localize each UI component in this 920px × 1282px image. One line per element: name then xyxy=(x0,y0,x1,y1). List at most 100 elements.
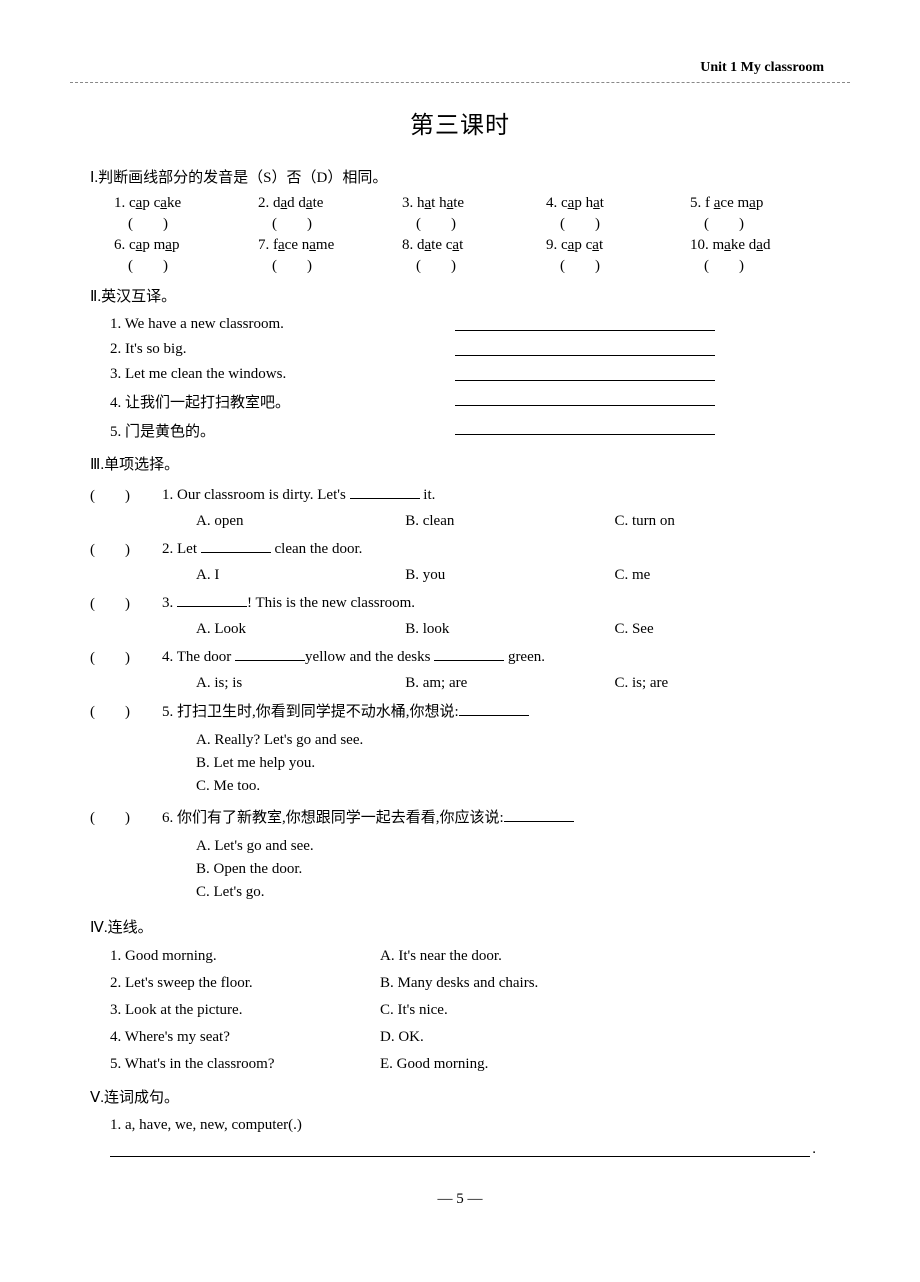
mc-stem-text: 4. The door yellow and the desks green. xyxy=(162,646,830,667)
match-row: 2. Let's sweep the floor.B. Many desks a… xyxy=(110,970,830,997)
translate-prompt: 1. We have a new classroom. xyxy=(110,316,455,333)
section-4-list: 1. Good morning.A. It's near the door.2.… xyxy=(90,943,830,1078)
section-2-head: Ⅱ.英汉互译。 xyxy=(90,285,830,306)
pronunciation-item: 3. hat hate( ) xyxy=(398,193,542,235)
translate-blank[interactable] xyxy=(455,391,715,406)
pronunciation-item: 2. dad date( ) xyxy=(254,193,398,235)
answer-paren[interactable]: ( ) xyxy=(272,254,394,275)
translate-blank[interactable] xyxy=(455,420,715,435)
match-right[interactable]: B. Many desks and chairs. xyxy=(380,975,538,992)
answer-paren[interactable]: ( ) xyxy=(704,254,826,275)
pronunciation-item: 7. face name( ) xyxy=(254,235,398,277)
pronunciation-item: 4. cap hat( ) xyxy=(542,193,686,235)
fill-blank[interactable] xyxy=(459,701,529,716)
fill-blank[interactable] xyxy=(434,646,504,661)
mc-option[interactable]: B. clean xyxy=(405,513,614,530)
answer-paren[interactable]: ( ) xyxy=(704,212,826,233)
match-left[interactable]: 4. Where's my seat? xyxy=(110,1029,380,1046)
mc-option[interactable]: C. See xyxy=(614,621,823,638)
answer-paren[interactable]: ( ) xyxy=(560,254,682,275)
translate-row: 2. It's so big. xyxy=(110,337,830,362)
mc-option[interactable]: A. is; is xyxy=(196,675,405,692)
translate-prompt: 3. Let me clean the windows. xyxy=(110,366,455,383)
mc-option[interactable]: B. look xyxy=(405,621,614,638)
mc-option[interactable]: C. is; are xyxy=(614,675,823,692)
mc-options: A. LookB. lookC. See xyxy=(196,617,830,642)
mc-item: ( )2. Let clean the door. A. IB. youC. me xyxy=(90,534,830,588)
mc-option[interactable]: C. me xyxy=(614,567,823,584)
mc-option[interactable]: A. Look xyxy=(196,621,405,638)
mc-option[interactable]: B. am; are xyxy=(405,675,614,692)
answer-paren[interactable]: ( ) xyxy=(416,254,538,275)
mc-option[interactable]: A. I xyxy=(196,567,405,584)
section-3-head: Ⅲ.单项选择。 xyxy=(90,453,830,474)
mc-answer-paren[interactable]: ( ) xyxy=(90,592,162,613)
translate-prompt: 2. It's so big. xyxy=(110,341,455,358)
mc-option[interactable]: B. Let me help you. xyxy=(196,752,830,775)
translate-blank[interactable] xyxy=(455,316,715,331)
pronunciation-item: 6. cap map( ) xyxy=(110,235,254,277)
mc-item: ( )3. ! This is the new classroom. A. Loo… xyxy=(90,588,830,642)
answer-line[interactable]: . xyxy=(110,1156,810,1157)
translate-row: 5. 门是黄色的。 xyxy=(110,416,830,445)
mc-options: A. is; isB. am; areC. is; are xyxy=(196,671,830,696)
mc-option[interactable]: A. Let's go and see. xyxy=(196,835,830,858)
fill-blank[interactable] xyxy=(235,646,305,661)
answer-paren[interactable]: ( ) xyxy=(128,212,250,233)
pronunciation-item: 9. cap cat( ) xyxy=(542,235,686,277)
mc-answer-paren[interactable]: ( ) xyxy=(90,806,162,827)
mc-option[interactable]: C. Let's go. xyxy=(196,881,830,904)
answer-line-period: . xyxy=(812,1141,816,1158)
mc-answer-paren[interactable]: ( ) xyxy=(90,700,162,721)
mc-stem-text: 2. Let clean the door. xyxy=(162,538,830,559)
mc-option[interactable]: B. you xyxy=(405,567,614,584)
section-4-head: Ⅳ.连线。 xyxy=(90,916,830,937)
match-left[interactable]: 1. Good morning. xyxy=(110,948,380,965)
match-left[interactable]: 5. What's in the classroom? xyxy=(110,1056,380,1073)
match-right[interactable]: A. It's near the door. xyxy=(380,948,502,965)
mc-option[interactable]: A. Really? Let's go and see. xyxy=(196,729,830,752)
pronunciation-item: 5. f ace map( ) xyxy=(686,193,830,235)
match-left[interactable]: 2. Let's sweep the floor. xyxy=(110,975,380,992)
match-row: 1. Good morning.A. It's near the door. xyxy=(110,943,830,970)
translate-prompt: 4. 让我们一起打扫教室吧。 xyxy=(110,391,455,412)
mc-answer-paren[interactable]: ( ) xyxy=(90,646,162,667)
lesson-title: 第三课时 xyxy=(90,105,830,140)
fill-blank[interactable] xyxy=(504,807,574,822)
translate-blank[interactable] xyxy=(455,341,715,356)
match-right[interactable]: D. OK. xyxy=(380,1029,424,1046)
match-row: 5. What's in the classroom?E. Good morni… xyxy=(110,1051,830,1078)
header-unit: Unit 1 My classroom xyxy=(90,60,830,76)
translate-blank[interactable] xyxy=(455,366,715,381)
mc-option[interactable]: C. Me too. xyxy=(196,775,830,798)
match-row: 3. Look at the picture.C. It's nice. xyxy=(110,997,830,1024)
section-5-item: 1. a, have, we, new, computer(.) xyxy=(110,1113,830,1138)
answer-paren[interactable]: ( ) xyxy=(560,212,682,233)
section-1-head: Ⅰ.判断画线部分的发音是（S）否（D）相同。 xyxy=(90,166,830,187)
pronunciation-item: 8. date cat( ) xyxy=(398,235,542,277)
mc-option[interactable]: B. Open the door. xyxy=(196,858,830,881)
section-5-head: Ⅴ.连词成句。 xyxy=(90,1086,830,1107)
match-right[interactable]: E. Good morning. xyxy=(380,1056,488,1073)
mc-stem-text: 3. ! This is the new classroom. xyxy=(162,592,830,613)
translate-row: 3. Let me clean the windows. xyxy=(110,362,830,387)
match-row: 4. Where's my seat?D. OK. xyxy=(110,1024,830,1051)
mc-option[interactable]: C. turn on xyxy=(614,513,823,530)
answer-paren[interactable]: ( ) xyxy=(272,212,394,233)
fill-blank[interactable] xyxy=(201,538,271,553)
mc-answer-paren[interactable]: ( ) xyxy=(90,538,162,559)
fill-blank[interactable] xyxy=(350,484,420,499)
mc-stem-text: 5. 打扫卫生时,你看到同学提不动水桶,你想说: xyxy=(162,700,830,721)
answer-paren[interactable]: ( ) xyxy=(128,254,250,275)
fill-blank[interactable] xyxy=(177,592,247,607)
section-1-grid: 1. cap cake( )2. dad date( )3. hat hate(… xyxy=(110,193,830,277)
mc-options: A. openB. cleanC. turn on xyxy=(196,509,830,534)
mc-option[interactable]: A. open xyxy=(196,513,405,530)
match-left[interactable]: 3. Look at the picture. xyxy=(110,1002,380,1019)
page-number: — 5 — xyxy=(90,1191,830,1208)
mc-stem-text: 1. Our classroom is dirty. Let's it. xyxy=(162,484,830,505)
mc-answer-paren[interactable]: ( ) xyxy=(90,484,162,505)
answer-paren[interactable]: ( ) xyxy=(416,212,538,233)
pronunciation-item: 10. make dad( ) xyxy=(686,235,830,277)
match-right[interactable]: C. It's nice. xyxy=(380,1002,448,1019)
